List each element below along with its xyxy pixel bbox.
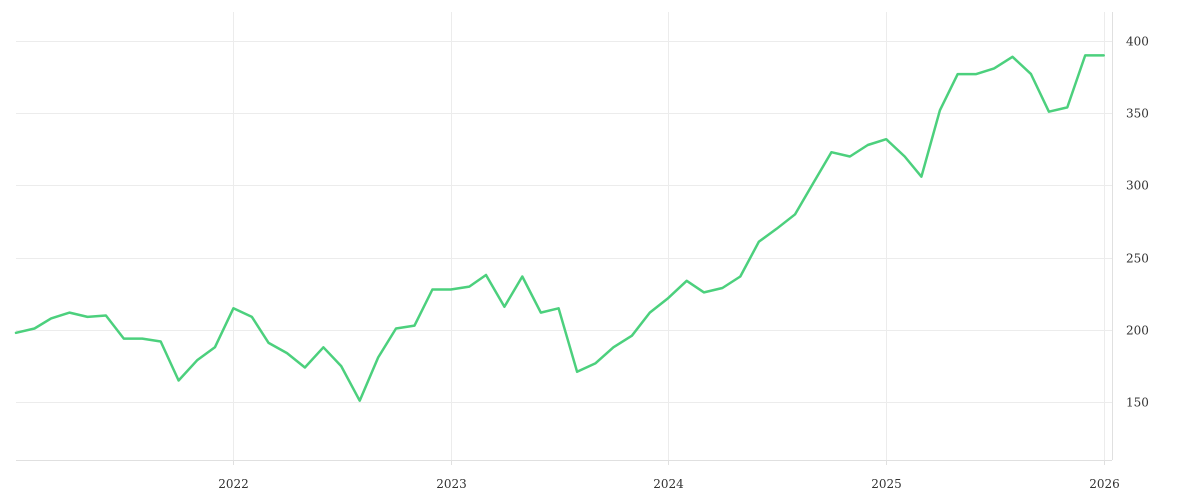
data-point (450, 288, 452, 290)
data-point (631, 335, 633, 337)
data-point (267, 342, 269, 344)
data-point (612, 346, 614, 348)
data-point (721, 287, 723, 289)
x-tick-label: 2026 (1089, 477, 1120, 491)
data-point (775, 228, 777, 230)
data-point (739, 275, 741, 277)
series-line (14, 54, 1105, 402)
tick-labels: 150 200 250 300 350 400 2022 2023 2024 2025 2026 (218, 35, 1149, 492)
data-point (468, 285, 470, 287)
data-point (1048, 111, 1050, 113)
data-point (105, 314, 107, 316)
data-point (1084, 54, 1086, 56)
y-tick-label: 300 (1126, 179, 1149, 193)
y-tick-label: 250 (1126, 252, 1149, 266)
data-point (196, 359, 198, 361)
data-point (576, 371, 578, 373)
data-point (920, 176, 922, 178)
y-tick-label: 150 (1126, 396, 1149, 410)
data-point (812, 181, 814, 183)
data-point (431, 288, 433, 290)
data-point (304, 366, 306, 368)
data-point (867, 144, 869, 146)
data-point (123, 337, 125, 339)
y-tick-label: 200 (1126, 324, 1149, 338)
data-point (141, 337, 143, 339)
data-point (830, 151, 832, 153)
data-point (686, 280, 688, 282)
data-point (395, 327, 397, 329)
data-point (160, 340, 162, 342)
data-point (993, 67, 995, 69)
data-point (703, 291, 705, 293)
data-point (667, 297, 669, 299)
data-point (904, 155, 906, 157)
data-point (540, 311, 542, 313)
data-point (251, 316, 253, 318)
data-point (485, 274, 487, 276)
data-point (957, 73, 959, 75)
data-point (86, 316, 88, 318)
data-point (214, 346, 216, 348)
grid (16, 12, 1112, 460)
data-point (1066, 106, 1068, 108)
data-point (794, 213, 796, 215)
series-layer (14, 54, 1105, 402)
data-point (885, 138, 887, 140)
data-point (557, 307, 559, 309)
data-point (758, 241, 760, 243)
data-point (1030, 73, 1032, 75)
data-point (939, 109, 941, 111)
data-point (177, 379, 179, 381)
data-point (1011, 56, 1013, 58)
data-point (50, 317, 52, 319)
data-point (286, 352, 288, 354)
data-point (521, 275, 523, 277)
data-point (594, 362, 596, 364)
x-tick-label: 2024 (653, 477, 684, 491)
x-tick-label: 2022 (218, 477, 249, 491)
data-point (413, 324, 415, 326)
x-tick-label: 2025 (871, 477, 902, 491)
data-point (15, 332, 17, 334)
y-tick-label: 400 (1126, 35, 1149, 49)
data-point (340, 365, 342, 367)
data-point (649, 311, 651, 313)
data-point (322, 346, 324, 348)
data-point (68, 311, 70, 313)
data-point (33, 327, 35, 329)
data-point (849, 155, 851, 157)
y-tick-label: 350 (1126, 107, 1149, 121)
data-point (1103, 54, 1105, 56)
data-point (232, 307, 234, 309)
x-tick-label: 2023 (436, 477, 467, 491)
data-point (359, 400, 361, 402)
axes (16, 12, 1113, 465)
data-point (377, 356, 379, 358)
data-point (503, 306, 505, 308)
data-point (975, 73, 977, 75)
